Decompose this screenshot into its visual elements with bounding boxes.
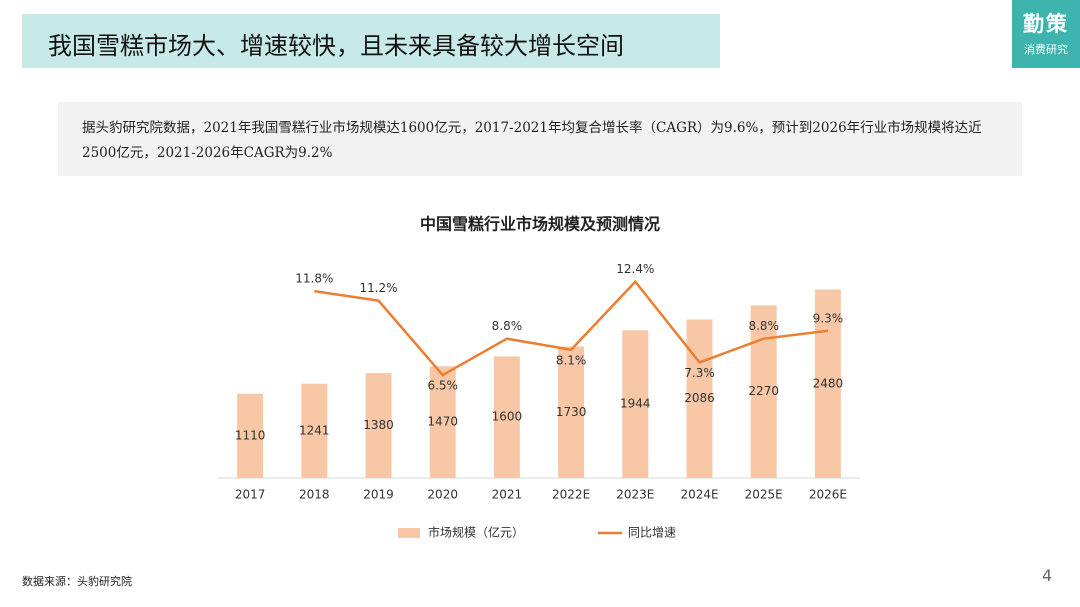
summary-text: 据头豹研究院数据，2021年我国雪糕行业市场规模达1600亿元，2017-202…: [82, 120, 982, 161]
bar-value-label: 1600: [492, 410, 523, 424]
bar: [237, 393, 264, 478]
bar: [429, 366, 456, 478]
bar-value-label: 1944: [620, 397, 651, 411]
bar-value-label: 2270: [748, 384, 779, 398]
line-value-label: 7.3%: [684, 366, 715, 380]
logo-sub: 消费研究: [1024, 43, 1068, 56]
x-tick-label: 2025E: [745, 488, 783, 502]
line-value-label: 11.8%: [295, 272, 333, 286]
x-tick-label: 2026E: [809, 488, 847, 502]
line-value-label: 12.4%: [616, 262, 654, 276]
x-tick-label: 2021: [492, 488, 523, 502]
line-value-label: 8.1%: [556, 353, 587, 367]
title-banner: 我国雪糕市场大、增速较快，且未来具备较大增长空间: [22, 14, 720, 68]
legend-swatch: [398, 528, 420, 538]
bar: [686, 319, 713, 478]
line: [314, 279, 829, 377]
bar-value-label: 1730: [556, 405, 587, 419]
logo: 勤策 消费研究: [1012, 0, 1080, 68]
bar: [558, 346, 585, 478]
x-tick-label: 2018: [299, 488, 330, 502]
bar: [750, 305, 777, 478]
x-tick-label: 2023E: [616, 488, 654, 502]
line-value-label: 9.3%: [813, 311, 844, 325]
line-value-label: 8.8%: [748, 319, 779, 333]
bar-value-label: 1380: [363, 418, 394, 432]
line-value-label: 11.2%: [359, 281, 397, 295]
chart-title: 中国雪糕行业市场规模及预测情况: [420, 215, 660, 234]
bar: [365, 373, 392, 478]
bar-value-label: 1241: [299, 423, 330, 437]
x-tick-label: 2024E: [680, 488, 718, 502]
source-note: 数据来源：头豹研究院: [22, 575, 132, 588]
x-tick-label: 2022E: [552, 488, 590, 502]
logo-main: 勤策: [1023, 11, 1069, 36]
slide-title: 我国雪糕市场大、增速较快，且未来具备较大增长空间: [48, 32, 624, 60]
bar-value-label: 2086: [684, 391, 715, 405]
legend-label: 同比增速: [628, 526, 676, 540]
bar: [301, 383, 328, 478]
line-value-label: 8.8%: [492, 319, 523, 333]
bar: [622, 330, 649, 478]
bar: [814, 289, 841, 478]
line-value-label: 6.5%: [427, 379, 458, 393]
page-number: 4: [1042, 566, 1053, 585]
bar-value-label: 2480: [813, 376, 844, 390]
x-tick-label: 2017: [235, 488, 266, 502]
bar-value-label: 1470: [427, 415, 458, 429]
bar-value-label: 1110: [235, 428, 266, 442]
x-tick-label: 2019: [363, 488, 394, 502]
summary-box: 据头豹研究院数据，2021年我国雪糕行业市场规模达1600亿元，2017-202…: [58, 102, 1022, 176]
legend-label: 市场规模（亿元）: [428, 525, 524, 540]
bar: [493, 356, 520, 478]
x-tick-label: 2020: [427, 488, 458, 502]
